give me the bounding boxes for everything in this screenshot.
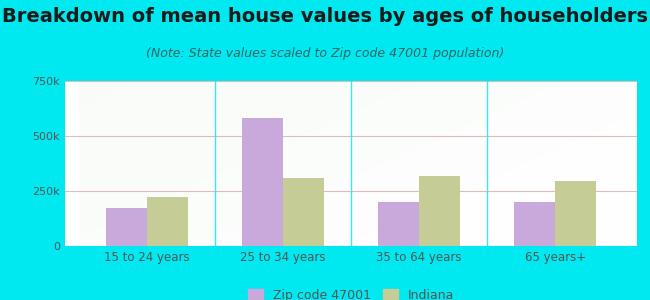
Bar [106, 208, 147, 246]
Bar [419, 176, 460, 246]
Text: (Note: State values scaled to Zip code 47001 population): (Note: State values scaled to Zip code 4… [146, 46, 504, 59]
Text: Breakdown of mean house values by ages of householders: Breakdown of mean house values by ages o… [2, 8, 648, 26]
Bar [242, 118, 283, 246]
Bar [555, 181, 596, 246]
Legend: Zip code 47001, Indiana: Zip code 47001, Indiana [248, 289, 454, 300]
Bar [283, 178, 324, 246]
Bar [147, 196, 188, 246]
Bar [378, 202, 419, 246]
Bar [514, 202, 555, 246]
